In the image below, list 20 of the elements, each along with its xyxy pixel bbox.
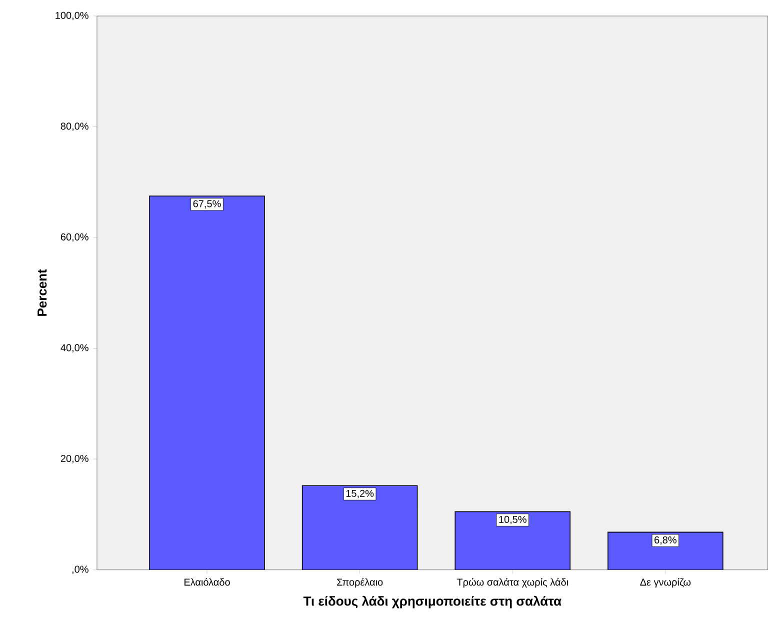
x-tick-label: Τρώω σαλάτα χωρίς λάδι: [456, 578, 568, 588]
bar: [302, 486, 418, 570]
y-tick-label: 100,0%: [56, 12, 88, 20]
bar: [149, 196, 265, 570]
data-label: 6,8%: [654, 536, 676, 545]
data-label: 15,2%: [346, 490, 374, 498]
x-axis-title: Τι είδους λάδι χρησιμοποιείτε στη σαλάτα: [303, 596, 562, 608]
y-tick-label: 20,0%: [60, 455, 88, 464]
data-label: 10,5%: [499, 516, 526, 524]
y-tick-label: 80,0%: [60, 122, 88, 131]
y-tick-label: 40,0%: [60, 344, 88, 353]
bar: [608, 532, 724, 570]
x-tick-label: Σπορέλαιο: [337, 578, 383, 588]
y-axis-title: Percent: [38, 269, 47, 316]
x-tick-label: Ελαιόλαδο: [184, 578, 230, 586]
bar: [454, 511, 570, 570]
x-tick-label: Δε γνωρίζω: [640, 578, 691, 588]
y-tick-label: 60,0%: [60, 233, 88, 242]
data-label: 67,5%: [193, 200, 221, 209]
y-tick-label: ,0%: [72, 566, 88, 574]
